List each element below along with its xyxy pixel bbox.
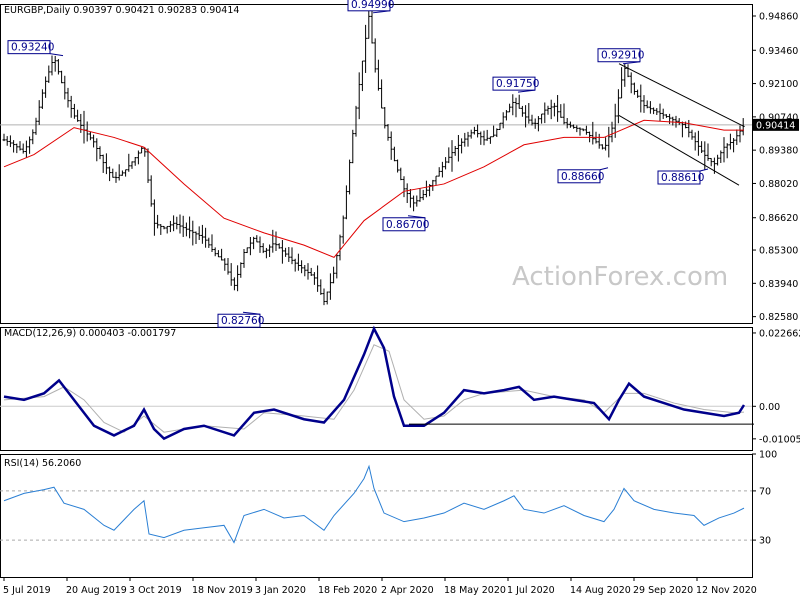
price-y-tick-label: 0.86620 xyxy=(759,213,798,224)
swing-label: 0.93240 xyxy=(7,40,64,57)
swing-label: 0.91750 xyxy=(492,76,539,93)
swing-label-box xyxy=(217,313,261,328)
swing-label-text: 0.92910 xyxy=(601,50,644,62)
x-tick-label: 1 Jul 2020 xyxy=(507,585,555,596)
swing-label-text: 0.86700 xyxy=(386,219,429,231)
rsi-y-tick-label: 100 xyxy=(759,450,777,461)
swing-label-leader xyxy=(372,10,391,14)
price-y-tick-label: 0.90740 xyxy=(759,112,798,123)
rsi-line xyxy=(3,464,745,544)
x-tick-label: 20 Aug 2019 xyxy=(66,585,127,596)
trend-channel-lower xyxy=(618,114,740,186)
swing-label-text: 0.94990 xyxy=(351,0,394,11)
swing-label: 0.92910 xyxy=(597,48,644,65)
swing-label-box xyxy=(382,217,426,232)
swing-label: 0.88660 xyxy=(557,167,609,184)
swing-label-box xyxy=(597,48,641,63)
swing-label-leader xyxy=(49,53,64,57)
x-tick-label: 12 Nov 2020 xyxy=(696,585,757,596)
swing-label-box xyxy=(492,76,536,91)
swing-label: 0.82760 xyxy=(217,311,264,328)
swing-label: 0.86700 xyxy=(382,215,429,232)
swing-label-leader xyxy=(699,168,709,172)
macd-y-tick-label: 0.00 xyxy=(759,402,780,413)
price-y-tick-label: 0.94860 xyxy=(759,11,798,22)
macd-title: MACD(12,26,9) 0.000403 -0.001797 xyxy=(4,328,176,339)
swing-label-leader xyxy=(242,311,261,315)
swing-label-leader xyxy=(599,167,609,171)
swing-label-box xyxy=(557,169,601,184)
price-y-tick-label: 0.92100 xyxy=(759,79,798,90)
price-y-tick-label: 0.83940 xyxy=(759,279,798,290)
swing-label-box xyxy=(7,40,51,55)
x-tick-label: 2 Apr 2020 xyxy=(381,585,434,596)
swing-label-leader xyxy=(622,61,641,65)
x-tick-label: 3 Oct 2019 xyxy=(129,585,182,596)
price-y-tick-label: 0.93460 xyxy=(759,46,798,57)
x-tick-label: 18 Feb 2020 xyxy=(318,585,377,596)
swing-label-text: 0.91750 xyxy=(496,78,539,90)
current-price-tag-bg xyxy=(753,118,799,131)
moving-average-line xyxy=(3,119,744,258)
swing-label-box xyxy=(347,0,391,12)
macd-line xyxy=(3,325,746,441)
x-tick-label: 14 Aug 2020 xyxy=(570,585,631,596)
x-tick-label: 18 May 2020 xyxy=(444,585,506,596)
macd-y-tick-label: -0.010052 xyxy=(759,434,800,445)
swing-label-text: 0.93240 xyxy=(11,42,54,54)
panel-frame xyxy=(0,454,753,578)
swing-label-text: 0.88610 xyxy=(661,172,704,184)
x-tick-label: 3 Jan 2020 xyxy=(255,585,306,596)
panel-frame xyxy=(0,327,753,451)
rsi-y-tick-label: 70 xyxy=(759,486,771,497)
trend-channel-upper xyxy=(618,63,745,127)
x-axis: 5 Jul 2019 20 Aug 2019 3 Oct 2019 18 Nov 20… xyxy=(3,577,757,596)
current-price-tag-text: 0.90414 xyxy=(756,120,795,131)
x-tick-label: 18 Nov 2019 xyxy=(192,585,253,596)
price-y-tick-label: 0.82580 xyxy=(759,312,798,323)
swing-label-box xyxy=(657,170,701,185)
rsi-panel: 100 70 30 xyxy=(0,450,777,547)
swing-label-text: 0.88660 xyxy=(561,171,604,183)
x-tick-label: 5 Jul 2019 xyxy=(3,585,51,596)
price-panel: 0.94860 0.93460 0.92100 0.90740 0.89380 0.880… xyxy=(0,0,799,328)
swing-label-leader xyxy=(517,89,536,93)
price-y-tick-label: 0.88020 xyxy=(759,179,798,190)
macd-y-tick-label: 0.022662 xyxy=(759,328,800,339)
swing-label-leader xyxy=(407,215,426,219)
swing-label-text: 0.82760 xyxy=(221,315,264,327)
macd-panel: 0.022662 0.00 -0.010052 xyxy=(0,325,800,445)
current-price-tag: 0.90414 xyxy=(753,118,799,131)
chart-title: EURGBP,Daily 0.90397 0.90421 0.90283 0.9… xyxy=(4,5,239,16)
price-y-tick-label: 0.85300 xyxy=(759,246,798,257)
price-bars xyxy=(2,5,745,306)
swing-label: 0.94990 xyxy=(347,0,394,14)
rsi-y-tick-label: 30 xyxy=(759,536,771,547)
price-y-tick-label: 0.89380 xyxy=(759,146,798,157)
swing-label: 0.88610 xyxy=(657,168,709,185)
x-tick-label: 29 Sep 2020 xyxy=(633,585,693,596)
watermark: ActionForex.com xyxy=(512,262,728,292)
rsi-title: RSI(14) 56.2060 xyxy=(4,458,81,469)
